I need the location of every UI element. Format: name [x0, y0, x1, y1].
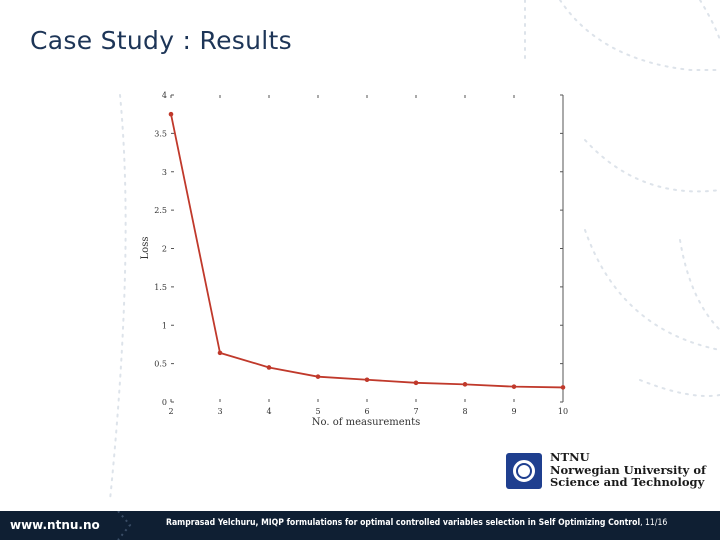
y-tick-label: 0.5 [154, 360, 167, 369]
x-tick-label: 2 [168, 407, 173, 416]
data-series [168, 111, 566, 390]
y-tick-label: 4 [162, 91, 167, 100]
ntnu-logo: NTNU Norwegian University of Science and… [506, 451, 706, 495]
data-point [217, 350, 223, 356]
x-tick-label: 4 [266, 407, 271, 416]
y-tick-label: 3 [162, 168, 167, 177]
x-tick-label: 3 [217, 407, 222, 416]
x-tick-label: 9 [511, 407, 516, 416]
footer-bar: www.ntnu.no Ramprasad Yelchuru, MIQP for… [0, 511, 720, 540]
data-point [315, 374, 321, 379]
x-tick-label: 10 [558, 407, 568, 416]
footer-citation: Ramprasad Yelchuru, MIQP formulations fo… [166, 518, 641, 528]
ntnu-emblem-icon [506, 453, 542, 489]
footer-caption: Ramprasad Yelchuru, MIQP formulations fo… [166, 518, 716, 528]
x-tick-label: 6 [364, 407, 369, 416]
page-number: , 11/16 [640, 518, 668, 528]
data-point [168, 111, 174, 117]
data-point [266, 365, 272, 370]
footer-decoration [117, 511, 132, 540]
y-tick-label: 0 [162, 398, 167, 407]
logo-line-1: NTNU [550, 450, 590, 464]
data-point [560, 385, 566, 390]
data-point [364, 377, 370, 383]
logo-line-2: Norwegian University of [550, 462, 706, 477]
footer-url[interactable]: www.ntnu.no [10, 518, 100, 532]
x-tick-label: 5 [315, 407, 320, 416]
x-tick-label: 8 [462, 407, 467, 416]
data-point [511, 384, 517, 389]
data-point [462, 382, 468, 387]
logo-line-3: Science and Technology [550, 475, 705, 489]
slide-title: Case Study : Results [30, 26, 292, 55]
ntnu-logo-text: NTNU Norwegian University of Science and… [550, 451, 710, 489]
y-axis-label: Loss [140, 237, 151, 260]
loss-line [170, 114, 564, 389]
y-tick-label: 2 [162, 245, 167, 254]
y-tick-label: 1.5 [154, 283, 167, 292]
data-point [413, 380, 419, 386]
x-tick-label: 7 [413, 407, 418, 416]
y-tick-label: 3.5 [154, 129, 167, 138]
axis-ticks: 2 3 4 5 6 7 8 9 10 0 0.5 1 1.5 2 2.5 3 3.5 4 [154, 91, 568, 416]
y-tick-label: 1 [162, 321, 167, 330]
y-tick-label: 2.5 [154, 206, 167, 215]
x-axis-label: No. of measurements [312, 417, 420, 428]
